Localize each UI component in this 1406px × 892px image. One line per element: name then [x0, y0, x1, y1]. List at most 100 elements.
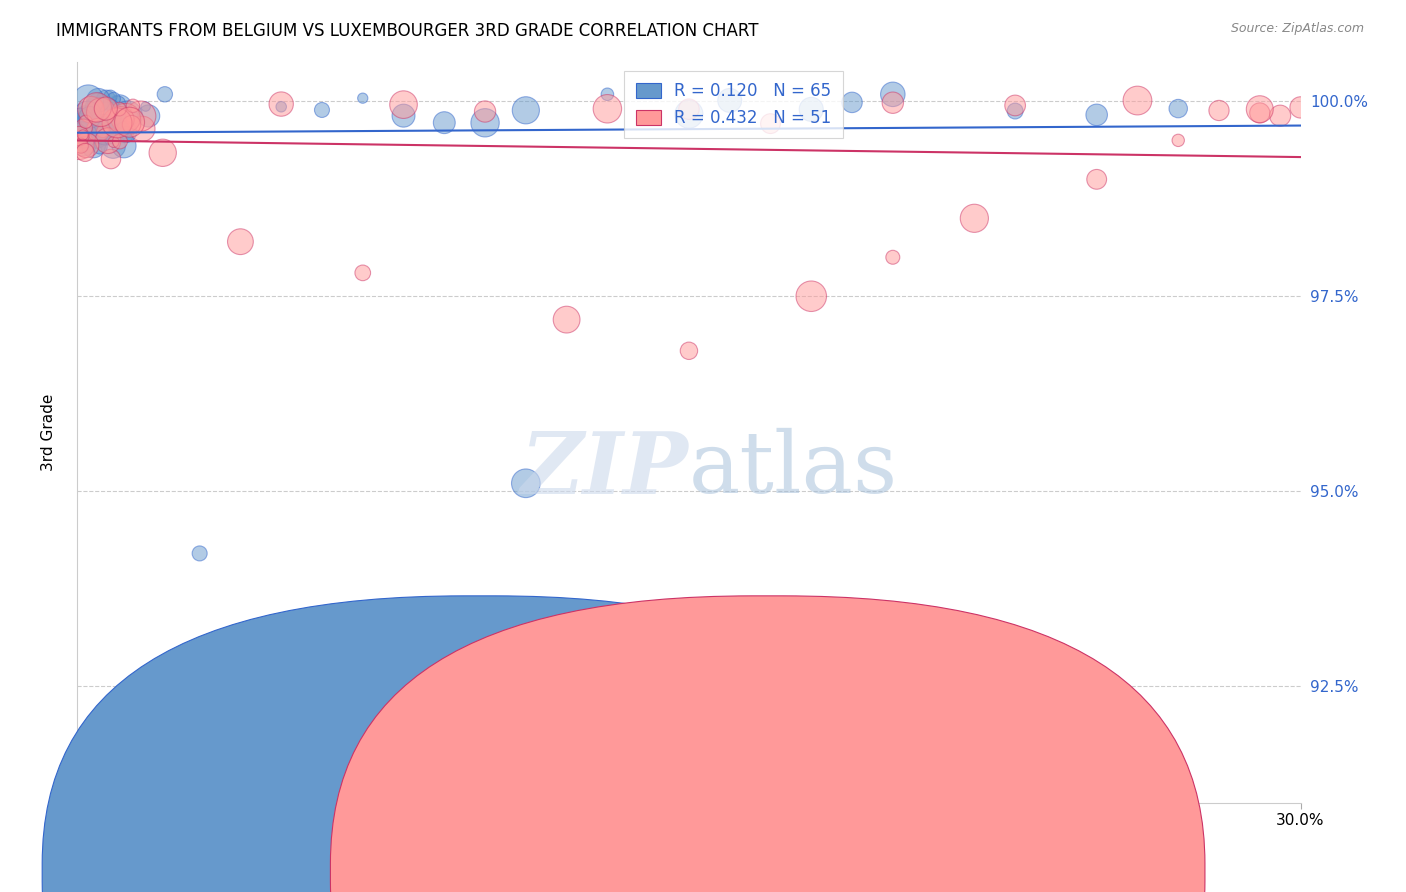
Point [70, 136, 93, 151]
Point [87, 123, 110, 137]
Point [77, 93, 100, 107]
Point [98, 123, 121, 137]
Point [1289, 100, 1312, 114]
Point [1167, 102, 1189, 116]
Point [138, 109, 160, 123]
Point [131, 121, 153, 136]
Point [101, 139, 124, 153]
Text: Luxembourgers: Luxembourgers [820, 855, 938, 870]
Point [87, 124, 110, 138]
Point [94, 125, 117, 139]
Point [1208, 103, 1230, 118]
Point [188, 546, 211, 560]
Point [117, 109, 139, 123]
Point [69, 119, 91, 133]
Point [89, 121, 111, 136]
Point [69, 113, 91, 128]
Point [75, 138, 97, 153]
Point [110, 112, 132, 127]
Point [1249, 106, 1271, 120]
Point [474, 104, 496, 119]
Point [75, 115, 97, 129]
Point [311, 103, 333, 117]
Point [270, 100, 292, 114]
Point [1126, 94, 1149, 108]
Point [93, 122, 115, 136]
Point [114, 111, 136, 125]
Point [86, 100, 108, 114]
Point [69, 120, 91, 135]
Point [153, 87, 176, 102]
Point [1004, 103, 1026, 118]
Text: atlas: atlas [689, 428, 898, 511]
Text: ZIP: ZIP [522, 428, 689, 511]
Point [112, 138, 135, 153]
Point [72, 136, 94, 150]
Point [392, 97, 415, 112]
Y-axis label: 3rd Grade: 3rd Grade [42, 394, 56, 471]
Point [555, 312, 578, 326]
Point [678, 107, 700, 121]
Point [1270, 109, 1292, 123]
Point [114, 128, 136, 142]
Point [72, 133, 94, 147]
Point [108, 100, 131, 114]
Point [93, 109, 115, 123]
Point [103, 135, 125, 149]
Point [98, 89, 121, 103]
Point [841, 95, 863, 110]
Legend: R = 0.120   N = 65, R = 0.432   N = 51: R = 0.120 N = 65, R = 0.432 N = 51 [624, 70, 842, 138]
Point [94, 102, 117, 116]
Point [118, 115, 141, 129]
Point [87, 96, 110, 111]
Point [759, 117, 782, 131]
Point [73, 120, 96, 134]
Point [678, 102, 700, 116]
Point [67, 129, 90, 144]
Point [80, 103, 103, 117]
Point [678, 343, 700, 358]
Point [718, 94, 741, 108]
Point [129, 109, 152, 123]
Text: Source: ZipAtlas.com: Source: ZipAtlas.com [1230, 22, 1364, 36]
Point [67, 127, 90, 141]
Point [90, 105, 112, 120]
Point [800, 289, 823, 303]
Point [152, 145, 174, 160]
Point [72, 128, 94, 142]
Point [83, 139, 105, 153]
Point [96, 106, 118, 120]
Point [800, 103, 823, 117]
Point [1249, 102, 1271, 116]
Point [515, 103, 537, 118]
Point [963, 211, 986, 226]
Point [67, 125, 90, 139]
Point [270, 97, 292, 112]
Point [121, 111, 143, 125]
Point [882, 250, 904, 264]
Point [596, 102, 619, 116]
Point [135, 99, 157, 113]
Point [67, 137, 90, 152]
Point [392, 109, 415, 123]
Point [108, 135, 131, 149]
Point [107, 96, 129, 111]
Point [79, 111, 101, 125]
Point [72, 120, 94, 135]
Point [97, 134, 120, 148]
Point [352, 91, 374, 105]
Point [882, 87, 904, 102]
Point [515, 476, 537, 491]
Point [433, 116, 456, 130]
Text: Immigrants from Belgium: Immigrants from Belgium [513, 855, 710, 870]
Point [76, 112, 98, 126]
Point [882, 95, 904, 110]
Point [229, 235, 252, 249]
Point [1167, 133, 1189, 147]
Point [105, 116, 128, 130]
Point [73, 128, 96, 142]
Point [596, 87, 619, 102]
Point [86, 132, 108, 146]
Point [91, 124, 114, 138]
Point [89, 140, 111, 154]
